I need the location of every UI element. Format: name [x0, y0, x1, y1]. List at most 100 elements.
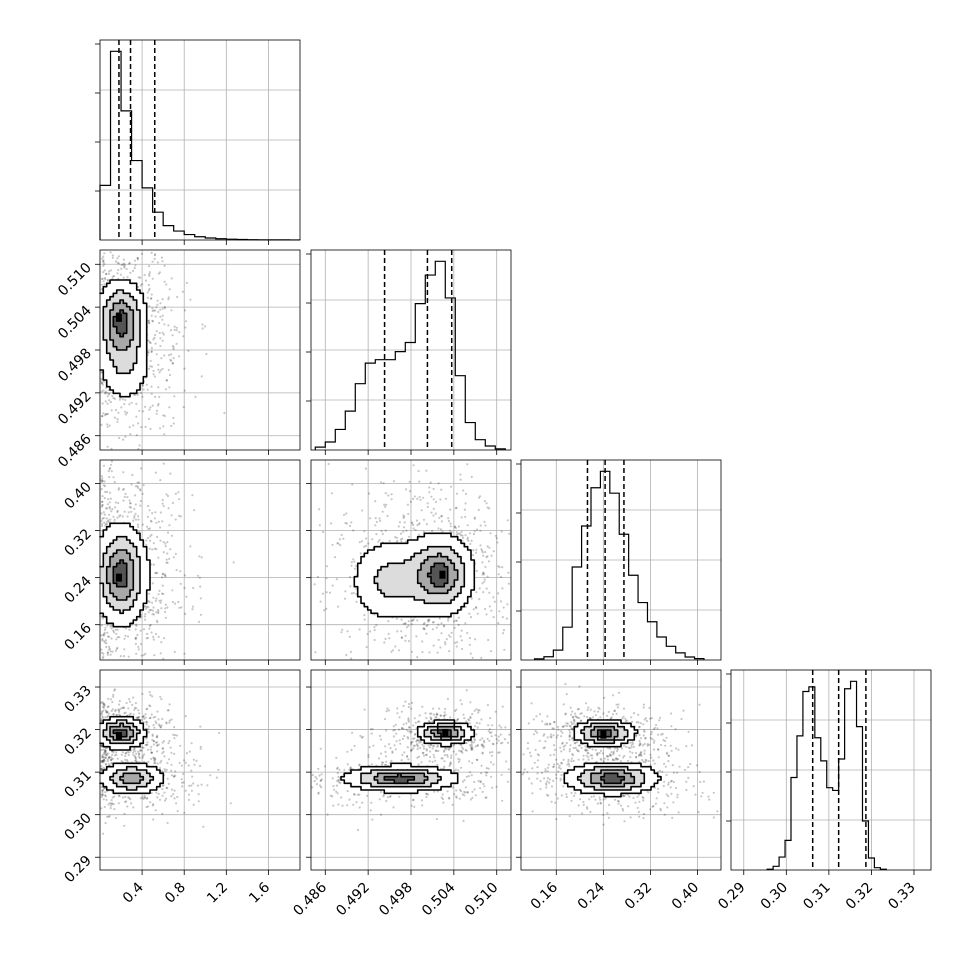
scatter-point	[124, 635, 126, 637]
scatter-point	[174, 603, 176, 605]
scatter-point	[115, 650, 117, 652]
scatter-point	[155, 343, 157, 345]
scatter-point	[202, 327, 204, 329]
density-cell	[384, 573, 388, 577]
density-cell	[404, 577, 408, 581]
scatter-point	[137, 515, 139, 517]
scatter-point	[103, 511, 105, 513]
scatter-point	[101, 786, 103, 788]
scatter-point	[101, 512, 103, 514]
scatter-point	[474, 530, 476, 532]
scatter-point	[440, 528, 442, 530]
density-cell	[401, 600, 405, 604]
density-cell	[391, 607, 395, 611]
scatter-point	[404, 521, 406, 523]
scatter-point	[198, 800, 200, 802]
scatter-point	[112, 630, 114, 632]
density-cell	[374, 607, 378, 611]
scatter-point	[144, 406, 146, 408]
scatter-point	[152, 310, 154, 312]
scatter-point	[147, 600, 149, 602]
scatter-point	[118, 487, 120, 489]
density-cell	[130, 377, 134, 381]
scatter-point	[171, 589, 173, 591]
density-cell	[133, 610, 137, 614]
scatter-point	[156, 410, 158, 412]
density-cell	[458, 600, 462, 604]
scatter-point	[168, 722, 170, 724]
density-cell	[120, 543, 124, 547]
density-cell	[394, 567, 398, 571]
scatter-point	[147, 389, 149, 391]
y-tick-label: 0.32	[61, 526, 94, 559]
density-cell	[103, 363, 107, 367]
scatter-point	[323, 609, 325, 611]
density-cell	[411, 570, 415, 574]
density-cell	[408, 550, 412, 554]
scatter-point	[151, 631, 153, 633]
scatter-point	[111, 460, 113, 462]
scatter-point	[350, 658, 352, 660]
density-cell	[384, 600, 388, 604]
density-cell	[408, 580, 412, 584]
density-cell	[361, 577, 365, 581]
scatter-point	[183, 406, 185, 408]
scatter-point	[101, 523, 103, 525]
density-cell	[117, 377, 121, 381]
scatter-point	[151, 320, 153, 322]
density-cell	[117, 340, 121, 344]
scatter-point	[176, 734, 178, 736]
scatter-point	[178, 498, 180, 500]
density-cell	[364, 590, 368, 594]
scatter-point	[476, 570, 478, 572]
scatter-point	[102, 790, 104, 792]
scatter-point	[153, 727, 155, 729]
scatter-point	[125, 712, 127, 714]
scatter-point	[168, 354, 170, 356]
scatter-point	[161, 770, 163, 772]
scatter-point	[151, 293, 153, 295]
scatter-point	[320, 601, 322, 603]
scatter-point	[120, 274, 122, 276]
density-cell	[374, 563, 378, 567]
scatter-point	[457, 533, 459, 535]
density-cell	[421, 543, 425, 547]
scatter-point	[184, 574, 186, 576]
scatter-point	[118, 255, 120, 257]
density-cell	[401, 573, 405, 577]
scatter-point	[469, 532, 471, 534]
scatter-point	[111, 803, 113, 805]
scatter-point	[134, 264, 136, 266]
scatter-point	[105, 523, 107, 525]
density-cell	[107, 537, 111, 541]
density-cell	[371, 567, 375, 571]
scatter-point	[159, 345, 161, 347]
scatter-point	[383, 482, 385, 484]
density-cell	[388, 547, 392, 551]
y-tick-label: 0.492	[55, 388, 95, 428]
density-cell	[394, 587, 398, 591]
density-cell	[120, 380, 124, 384]
scatter-point	[465, 493, 467, 495]
density-cell	[434, 573, 438, 577]
density-cell	[133, 377, 137, 381]
density-cell	[384, 603, 388, 607]
density-cell	[364, 583, 368, 587]
scatter-point	[127, 761, 129, 763]
scatter-point	[168, 783, 170, 785]
scatter-point	[353, 592, 355, 594]
density-cell	[117, 360, 121, 364]
density-cell	[123, 357, 127, 361]
scatter-point	[328, 463, 330, 465]
scatter-point	[346, 522, 348, 524]
scatter-point	[369, 517, 371, 519]
scatter-point	[198, 555, 200, 557]
density-cell	[107, 370, 111, 374]
scatter-point	[100, 380, 102, 382]
scatter-point	[149, 717, 151, 719]
density-cell	[371, 590, 375, 594]
density-cell	[404, 583, 408, 587]
density-cell	[107, 290, 111, 294]
scatter-point	[107, 446, 109, 448]
density-cell	[411, 577, 415, 581]
